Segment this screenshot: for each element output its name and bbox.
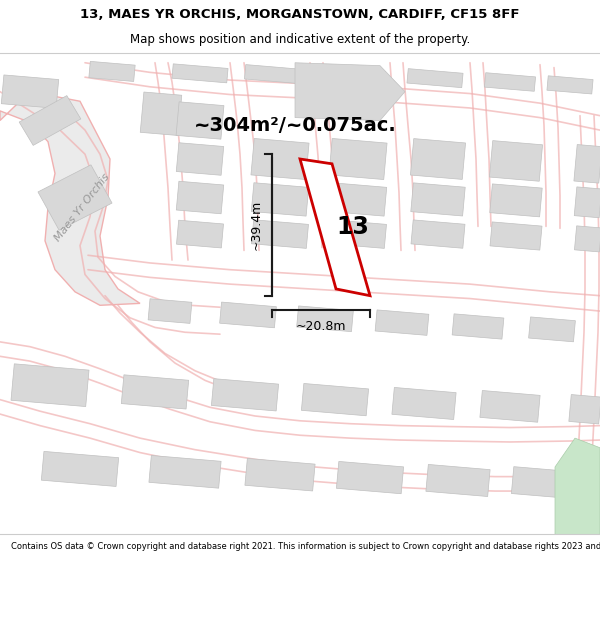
Text: Contains OS data © Crown copyright and database right 2021. This information is : Contains OS data © Crown copyright and d… (11, 542, 600, 551)
Polygon shape (490, 222, 542, 250)
Polygon shape (172, 64, 228, 83)
Polygon shape (574, 187, 600, 218)
Polygon shape (484, 72, 536, 91)
Polygon shape (300, 159, 370, 296)
Text: Maes Yr Orchis: Maes Yr Orchis (53, 171, 112, 243)
Polygon shape (176, 102, 224, 139)
Polygon shape (251, 139, 309, 179)
Polygon shape (176, 181, 224, 214)
Polygon shape (244, 64, 305, 84)
Polygon shape (148, 299, 192, 323)
Polygon shape (1, 75, 59, 108)
Polygon shape (38, 165, 112, 230)
Polygon shape (11, 364, 89, 406)
Polygon shape (176, 220, 224, 248)
Polygon shape (329, 182, 387, 216)
Polygon shape (89, 61, 135, 81)
Text: ~39.4m: ~39.4m (250, 200, 263, 250)
Polygon shape (337, 461, 404, 494)
Polygon shape (19, 96, 81, 146)
Text: ~304m²/~0.075ac.: ~304m²/~0.075ac. (194, 116, 397, 135)
Polygon shape (574, 226, 600, 252)
Polygon shape (480, 391, 540, 422)
Polygon shape (490, 184, 542, 217)
Polygon shape (41, 451, 119, 486)
Polygon shape (121, 375, 188, 409)
Polygon shape (452, 314, 504, 339)
Polygon shape (301, 384, 368, 416)
Polygon shape (511, 467, 569, 498)
Polygon shape (375, 310, 429, 336)
Polygon shape (220, 302, 277, 328)
Polygon shape (569, 394, 600, 424)
Polygon shape (140, 92, 182, 136)
Text: 13: 13 (336, 215, 369, 239)
Polygon shape (329, 220, 386, 248)
Polygon shape (245, 458, 315, 491)
Text: ~20.8m: ~20.8m (296, 320, 346, 332)
Polygon shape (410, 139, 466, 179)
Polygon shape (411, 183, 465, 216)
Polygon shape (251, 220, 308, 248)
Polygon shape (426, 464, 490, 496)
Polygon shape (555, 438, 600, 534)
Polygon shape (0, 92, 140, 305)
Polygon shape (574, 144, 600, 183)
Polygon shape (295, 62, 405, 121)
Polygon shape (176, 142, 224, 175)
Text: 13, MAES YR ORCHIS, MORGANSTOWN, CARDIFF, CF15 8FF: 13, MAES YR ORCHIS, MORGANSTOWN, CARDIFF… (80, 8, 520, 21)
Polygon shape (411, 220, 465, 248)
Polygon shape (251, 182, 309, 216)
Polygon shape (407, 69, 463, 88)
Polygon shape (529, 317, 575, 342)
Text: Map shows position and indicative extent of the property.: Map shows position and indicative extent… (130, 33, 470, 46)
Polygon shape (490, 141, 542, 181)
Polygon shape (392, 388, 456, 419)
Polygon shape (547, 76, 593, 94)
Polygon shape (149, 456, 221, 488)
Polygon shape (296, 306, 353, 332)
Polygon shape (329, 139, 387, 179)
Polygon shape (325, 66, 386, 86)
Polygon shape (211, 379, 278, 411)
